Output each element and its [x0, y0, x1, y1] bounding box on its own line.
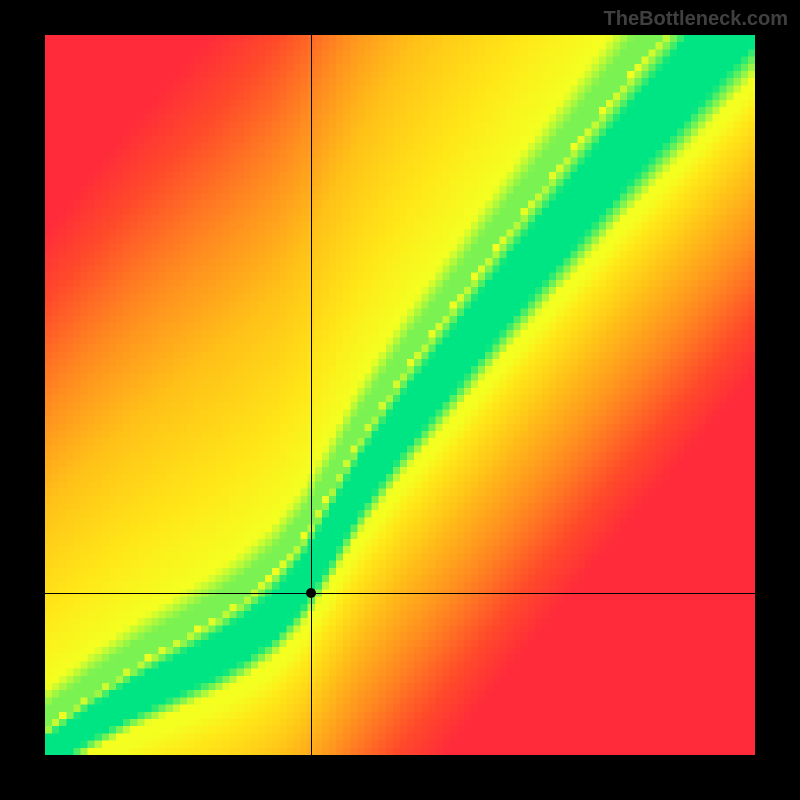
- watermark-text: TheBottleneck.com: [604, 8, 788, 31]
- chart-container: TheBottleneck.com: [0, 0, 800, 800]
- marker-dot: [306, 588, 316, 598]
- crosshair-vertical: [311, 35, 312, 755]
- crosshair-horizontal: [45, 593, 755, 594]
- heatmap-canvas: [45, 35, 755, 755]
- heatmap-plot-area: [45, 35, 755, 755]
